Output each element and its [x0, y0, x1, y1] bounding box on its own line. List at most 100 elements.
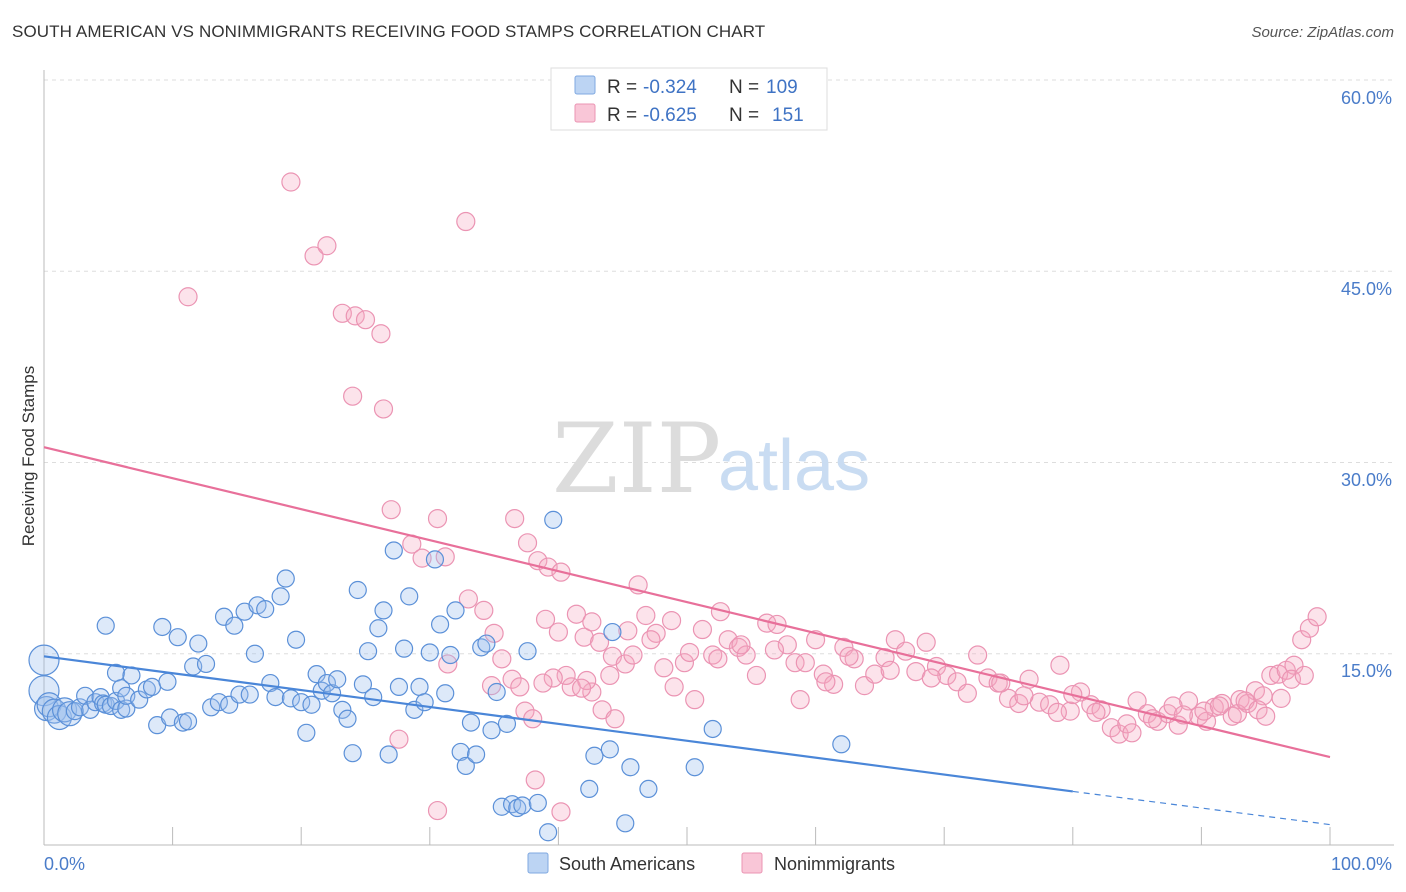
south-americans-point — [389, 677, 409, 697]
nonimmigrants-point — [458, 589, 478, 609]
watermark-zip: ZIP — [552, 403, 721, 515]
south-americans-point — [528, 793, 547, 813]
south-americans-point — [430, 615, 450, 634]
nonimmigrants-point — [790, 690, 810, 710]
legend-n-value: 151 — [772, 105, 804, 126]
nonimmigrants-point — [381, 500, 401, 520]
legend-label-nonimmigrants: Nonimmigrants — [774, 854, 895, 874]
south-americans-point — [436, 684, 455, 703]
south-americans-point — [158, 672, 177, 691]
nonimmigrants-point — [777, 635, 797, 655]
nonimmigrants-point — [427, 800, 448, 821]
south-americans-point — [214, 607, 234, 626]
nonimmigrants-point — [746, 665, 767, 686]
nonimmigrants-point — [1212, 693, 1232, 714]
nonimmigrants-point — [795, 653, 815, 673]
south-americans-point — [178, 712, 198, 731]
south-americans-point — [585, 746, 604, 765]
legend-swatch-pink — [574, 103, 596, 123]
south-americans-point — [225, 616, 244, 635]
south-americans-point — [96, 616, 115, 635]
south-americans-point — [117, 699, 136, 718]
south-americans-point — [477, 634, 496, 653]
legend-n-label: N = — [729, 77, 759, 98]
south-americans-point — [400, 587, 419, 606]
y-tick-labels: 15.0% 30.0% 45.0% 60.0% — [1341, 88, 1392, 681]
legend-r-label: R = — [607, 77, 637, 98]
nonimmigrants-point — [880, 660, 900, 680]
nonimmigrants-point — [1047, 702, 1067, 723]
south-americans-point — [461, 713, 481, 732]
nonimmigrants-point — [456, 211, 476, 232]
nonimmigrants-point — [1281, 669, 1302, 689]
south-americans-point — [544, 510, 563, 529]
nonimmigrants-point — [937, 665, 957, 686]
south-americans-point — [230, 685, 249, 704]
south-americans-point — [317, 673, 337, 693]
south-americans-trend-extension — [1072, 790, 1331, 826]
nonimmigrants-point — [589, 632, 610, 652]
nonimmigrants-point — [1040, 695, 1060, 715]
nonimmigrants-point — [345, 306, 365, 326]
nonimmigrants-point — [1050, 655, 1070, 675]
south-americans-point — [142, 677, 162, 697]
nonimmigrants-point — [510, 677, 530, 697]
nonimmigrants-point — [566, 604, 587, 624]
south-americans-point — [685, 758, 704, 777]
nonimmigrants-point — [1101, 718, 1121, 738]
south-americans-point — [101, 696, 120, 716]
south-americans-point — [616, 814, 635, 833]
nonimmigrants-point — [664, 677, 684, 697]
nonimmigrants-point — [605, 709, 625, 729]
south-americans-point — [266, 687, 285, 707]
nonimmigrants-point — [661, 610, 682, 631]
south-americans-point — [189, 634, 208, 653]
south-americans-point — [364, 687, 383, 707]
nonimmigrants-point — [1222, 706, 1242, 726]
nonimmigrants-point — [317, 236, 337, 256]
nonimmigrants-point — [533, 673, 553, 693]
south-americans-point — [307, 665, 326, 684]
south-americans-point — [276, 569, 295, 588]
south-americans-point — [302, 695, 321, 714]
y-axis-title: Receiving Food Stamps — [19, 366, 38, 546]
nonimmigrants-point — [535, 609, 556, 629]
legend-n-value: 109 — [766, 77, 798, 98]
nonimmigrants-point — [371, 324, 391, 344]
nonimmigrants-point — [957, 683, 977, 703]
south-americans-point — [130, 690, 149, 709]
south-americans-point — [338, 709, 357, 728]
nonimmigrants-point — [1122, 723, 1142, 743]
nonimmigrants-point — [896, 641, 916, 661]
nonimmigrants-point — [505, 508, 525, 529]
south-americans-point — [379, 745, 398, 764]
nonimmigrants-point — [998, 688, 1019, 708]
nonimmigrants-point — [1209, 696, 1230, 716]
south-americans-point — [580, 779, 599, 799]
nonimmigrants-point — [921, 668, 941, 688]
nonimmigrants-point — [343, 386, 363, 406]
nonimmigrants-point — [543, 668, 563, 688]
nonimmigrants-point — [685, 690, 705, 710]
south-americans-point — [518, 642, 537, 661]
nonimmigrants-point — [839, 646, 859, 666]
south-americans-point — [410, 677, 429, 697]
nonimmigrants-point — [281, 172, 301, 192]
nonimmigrants-point — [474, 600, 494, 621]
nonimmigrants-point — [1261, 665, 1281, 686]
nonimmigrants-point — [582, 682, 602, 702]
x-tick-label: 100.0% — [1331, 854, 1392, 874]
nonimmigrants-point — [548, 622, 569, 642]
nonimmigrants-point — [1271, 688, 1291, 708]
nonimmigrants-point — [484, 623, 504, 643]
nonimmigrants-point — [654, 658, 674, 678]
south-americans-point — [137, 680, 156, 699]
south-americans-point — [297, 723, 316, 742]
nonimmigrants-point — [492, 649, 512, 669]
south-americans-point — [497, 714, 517, 733]
nonimmigrants-point — [571, 678, 592, 698]
x-tick-label: 0.0% — [44, 854, 85, 874]
south-americans-point — [420, 643, 439, 662]
nonimmigrants-point — [1248, 700, 1268, 720]
nonimmigrants-point — [764, 640, 785, 660]
